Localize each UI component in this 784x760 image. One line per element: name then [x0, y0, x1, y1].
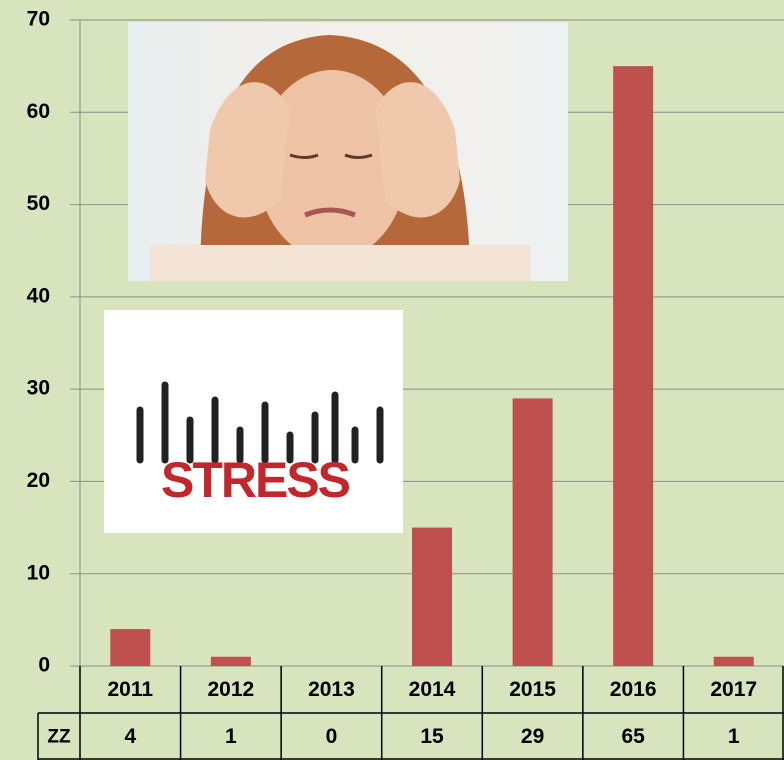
y-tick-label: 0 — [38, 654, 50, 677]
bar — [714, 657, 754, 666]
stress-photo — [128, 22, 568, 281]
x-tick-label: 2012 — [207, 678, 254, 701]
bar — [613, 66, 653, 666]
y-tick-label: 10 — [27, 561, 50, 584]
y-tick-label: 60 — [27, 100, 50, 123]
y-tick-label: 20 — [27, 469, 50, 492]
x-tick-label: 2016 — [610, 678, 657, 701]
chart: 010203040506070 STRESS 4101529651ZZ20112… — [0, 0, 784, 760]
x-tick-label: 2014 — [409, 678, 456, 701]
bar — [412, 528, 452, 666]
table-value: 29 — [521, 725, 544, 748]
table-value: 4 — [124, 725, 136, 748]
annotation: STRESS — [161, 452, 350, 508]
table-value: 1 — [225, 725, 237, 748]
x-tick-label: 2013 — [308, 678, 355, 701]
x-tick-label: 2017 — [710, 678, 757, 701]
bar — [211, 657, 251, 666]
x-tick-label: 2015 — [509, 678, 556, 701]
table-value: 65 — [621, 725, 645, 748]
bar — [513, 398, 553, 666]
legend-label: ZZ — [47, 727, 71, 748]
y-tick-label: 30 — [27, 377, 50, 400]
y-tick-label: 50 — [27, 192, 50, 215]
bar — [110, 629, 150, 666]
y-tick-label: 40 — [27, 284, 50, 307]
x-tick-label: 2011 — [108, 678, 154, 701]
table-value: 15 — [420, 725, 444, 748]
y-tick-label: 70 — [27, 8, 50, 31]
stress-clipart: STRESS — [104, 310, 403, 533]
table-value: 0 — [326, 725, 338, 748]
table-value: 1 — [728, 725, 740, 748]
